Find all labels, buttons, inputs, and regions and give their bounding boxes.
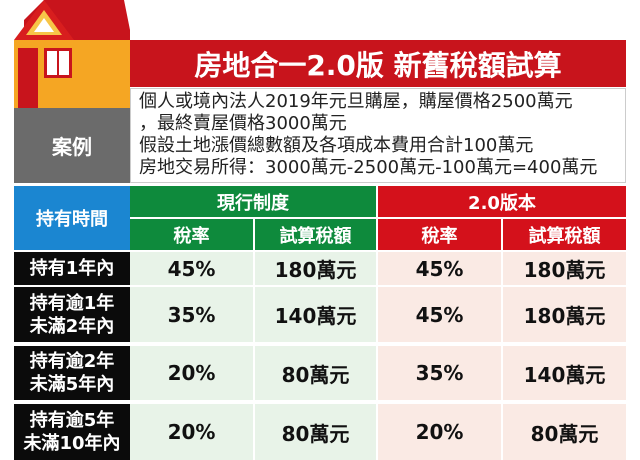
case-line: 假設土地漲價總數額及各項成本費用合計100萬元 (139, 135, 534, 156)
new-tax-cell: 180萬元 (503, 287, 626, 342)
case-label: 案例 (14, 108, 130, 183)
current-rate-header: 稅率 (130, 219, 253, 250)
new-tax-cell: 80萬元 (503, 404, 626, 460)
new-tax-header: 試算稅額 (503, 219, 626, 250)
new-rate-cell: 45% (378, 252, 501, 285)
current-tax-cell: 80萬元 (255, 404, 376, 460)
current-rate-cell: 45% (130, 252, 253, 285)
holding-period-label: 持有1年內 (14, 252, 130, 285)
current-tax-cell: 140萬元 (255, 287, 376, 342)
current-rate-cell: 20% (130, 346, 253, 400)
period-line: 持有逾2年 (29, 351, 115, 372)
current-rate-cell: 20% (130, 404, 253, 460)
period-line: 未滿10年內 (23, 433, 121, 454)
period-line: 未滿5年內 (29, 374, 115, 395)
version-2-header: 2.0版本 (378, 186, 626, 217)
current-tax-cell: 80萬元 (255, 346, 376, 400)
holding-period-label: 持有逾2年 未滿5年內 (14, 346, 130, 400)
house-icon (14, 0, 130, 112)
current-tax-cell: 180萬元 (255, 252, 376, 285)
case-line: 房地交易所得：3000萬元-2500萬元-100萬元=400萬元 (139, 157, 598, 178)
holding-period-label: 持有逾5年 未滿10年內 (14, 404, 130, 460)
current-system-header: 現行制度 (130, 186, 376, 217)
period-line: 持有逾1年 (29, 292, 115, 314)
page-title: 房地合一2.0版 新舊稅額試算 (130, 40, 626, 87)
case-description: 個人或境內法人2019年元旦購屋，購屋價格2500萬元 ，最終賣屋價格3000萬… (130, 88, 626, 183)
new-tax-cell: 140萬元 (503, 346, 626, 400)
new-rate-header: 稅率 (378, 219, 501, 250)
new-rate-cell: 20% (378, 404, 501, 460)
holding-period-label: 持有逾1年 未滿2年內 (14, 287, 130, 342)
holding-period-header: 持有時間 (14, 186, 130, 250)
case-line: ，最終賣屋價格3000萬元 (139, 113, 347, 134)
period-line: 未滿2年內 (29, 315, 115, 337)
new-tax-cell: 180萬元 (503, 252, 626, 285)
new-rate-cell: 35% (378, 346, 501, 400)
current-tax-header: 試算稅額 (255, 219, 376, 250)
period-line: 持有1年內 (29, 258, 115, 279)
new-rate-cell: 45% (378, 287, 501, 342)
period-line: 持有逾5年 (29, 410, 115, 431)
current-rate-cell: 35% (130, 287, 253, 342)
case-line: 個人或境內法人2019年元旦購屋，購屋價格2500萬元 (139, 91, 573, 112)
